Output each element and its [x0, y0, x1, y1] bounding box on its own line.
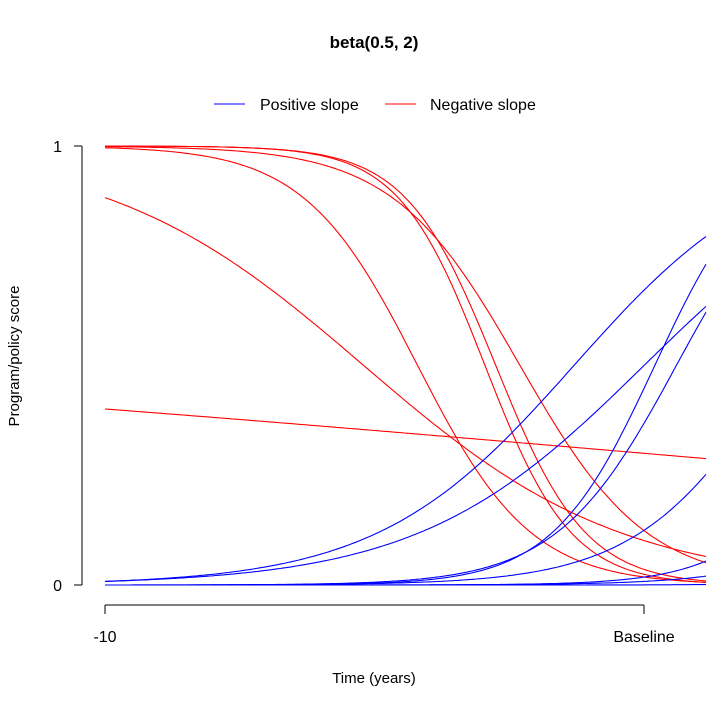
y-tick-label-1: 1	[53, 139, 62, 156]
chart-title: beta(0.5, 2)	[330, 33, 419, 52]
legend-label-negative: Negative slope	[430, 97, 536, 114]
positive-slope-line-8	[104, 236, 707, 582]
negative-slope-line-3	[104, 146, 707, 564]
positive-slope-line-7	[105, 264, 707, 586]
x-tick-label-start: -10	[93, 629, 116, 646]
negative-slope-line-4	[104, 147, 707, 583]
y-tick-label-0: 0	[53, 578, 62, 595]
negative-slope-line-1	[105, 145, 707, 583]
positive-slope-line-9	[105, 312, 707, 586]
x-tick-label-baseline: Baseline	[613, 629, 674, 646]
x-axis-label: Time (years)	[332, 670, 416, 687]
series-lines	[104, 145, 707, 586]
negative-slope-line-6	[104, 408, 707, 460]
x-axis: -10 Baseline Time (years)	[93, 604, 675, 687]
legend: Positive slope Negative slope	[214, 97, 536, 114]
y-axis: 1 0 Program/policy score	[6, 139, 83, 595]
y-axis-label: Program/policy score	[6, 286, 23, 427]
negative-slope-line-5	[104, 197, 707, 558]
positive-slope-line-14	[105, 583, 707, 586]
positive-slope-line-10	[104, 305, 707, 582]
negative-slope-line-2	[105, 145, 707, 582]
positive-slope-line-11	[105, 473, 707, 586]
legend-label-positive: Positive slope	[260, 97, 359, 114]
